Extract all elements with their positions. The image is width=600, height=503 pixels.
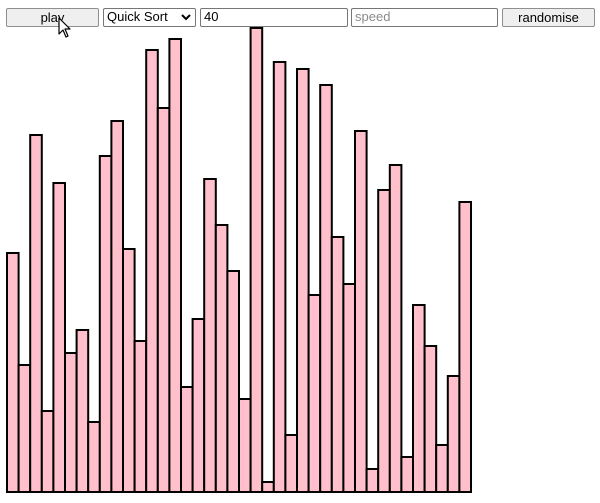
bar-6 xyxy=(64,352,78,493)
speed-input[interactable]: speed xyxy=(351,8,498,27)
bar-4 xyxy=(40,410,55,493)
bar-26 xyxy=(296,68,310,493)
bar-37 xyxy=(423,345,438,493)
bar-3 xyxy=(29,134,43,493)
bar-25 xyxy=(284,434,298,493)
bar-40 xyxy=(458,201,472,493)
bar-1 xyxy=(6,252,20,493)
bar-29 xyxy=(330,236,345,493)
bar-15 xyxy=(168,38,182,493)
bar-10 xyxy=(110,120,125,493)
bar-36 xyxy=(412,304,426,493)
bar-22 xyxy=(249,27,264,493)
bar-17 xyxy=(191,318,206,493)
bar-16 xyxy=(180,386,194,493)
bar-9 xyxy=(98,155,113,493)
bar-21 xyxy=(238,398,252,493)
bar-27 xyxy=(307,294,322,493)
controls-toolbar: play Quick Sort 40 speed randomise xyxy=(0,0,600,30)
bar-39 xyxy=(446,375,461,493)
bar-33 xyxy=(377,189,391,493)
mouse-pointer-icon xyxy=(58,17,71,38)
bar-24 xyxy=(272,61,287,493)
algorithm-select-value: Quick Sort xyxy=(107,9,168,24)
bar-19 xyxy=(214,224,229,493)
randomise-button[interactable]: randomise xyxy=(502,8,595,27)
bar-18 xyxy=(203,178,217,493)
bar-32 xyxy=(365,468,380,493)
bar-20 xyxy=(226,270,240,493)
bar-28 xyxy=(319,84,333,493)
bar-12 xyxy=(133,340,148,493)
bar-2 xyxy=(17,364,32,493)
chevron-down-icon xyxy=(181,14,191,21)
bar-34 xyxy=(388,164,403,493)
bar-count-input[interactable]: 40 xyxy=(200,8,348,27)
bar-13 xyxy=(145,49,159,493)
bar-8 xyxy=(87,421,101,493)
bar-11 xyxy=(122,248,136,493)
algorithm-select[interactable]: Quick Sort xyxy=(103,8,196,27)
bar-7 xyxy=(75,329,90,493)
bar-5 xyxy=(52,182,67,493)
bar-30 xyxy=(342,283,356,493)
bar-14 xyxy=(156,107,171,493)
bar-38 xyxy=(435,444,449,493)
bar-35 xyxy=(400,456,414,493)
bar-23 xyxy=(261,481,275,493)
bar-31 xyxy=(354,130,368,493)
